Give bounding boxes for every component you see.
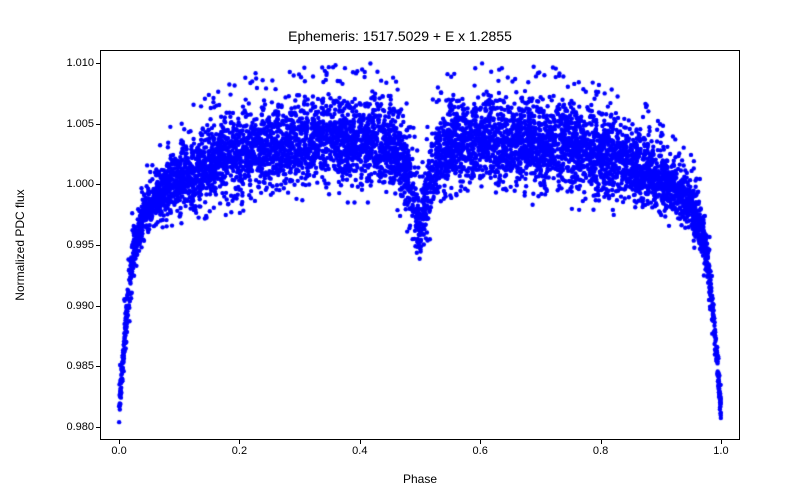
y-tick-mark (96, 427, 101, 428)
y-tick-mark (96, 366, 101, 367)
figure: Ephemeris: 1517.5029 + E x 1.2855 Normal… (0, 0, 800, 500)
x-tick-mark (119, 439, 120, 444)
x-tick-label: 0.0 (111, 445, 126, 457)
y-axis-label: Normalized PDC flux (13, 189, 27, 300)
y-tick-mark (96, 184, 101, 185)
x-tick-mark (721, 439, 722, 444)
x-tick-label: 0.2 (232, 445, 247, 457)
y-tick-mark (96, 245, 101, 246)
plot-area (100, 50, 740, 440)
scatter-canvas (101, 51, 739, 439)
x-axis-label: Phase (403, 472, 437, 486)
y-tick-label: 0.990 (66, 300, 94, 312)
chart-title: Ephemeris: 1517.5029 + E x 1.2855 (0, 28, 800, 44)
y-tick-mark (96, 124, 101, 125)
y-tick-label: 0.995 (66, 239, 94, 251)
x-tick-mark (360, 439, 361, 444)
y-tick-label: 1.010 (66, 57, 94, 69)
y-tick-label: 1.000 (66, 178, 94, 190)
y-tick-label: 0.980 (66, 421, 94, 433)
x-tick-label: 0.8 (593, 445, 608, 457)
y-tick-label: 1.005 (66, 118, 94, 130)
x-tick-mark (239, 439, 240, 444)
x-tick-label: 0.4 (352, 445, 367, 457)
y-tick-mark (96, 63, 101, 64)
x-tick-mark (601, 439, 602, 444)
y-tick-label: 0.985 (66, 360, 94, 372)
x-tick-label: 1.0 (713, 445, 728, 457)
y-tick-mark (96, 306, 101, 307)
x-tick-label: 0.6 (473, 445, 488, 457)
x-tick-mark (480, 439, 481, 444)
